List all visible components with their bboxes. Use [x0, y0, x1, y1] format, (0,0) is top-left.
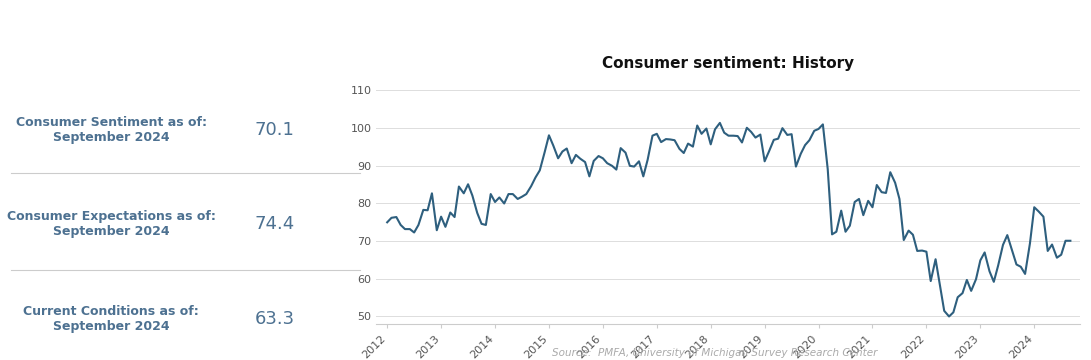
Title: Consumer sentiment: History: Consumer sentiment: History [602, 56, 854, 71]
Text: UNIVERSITY OF MICHIGAN CONSUMER SENTIMENT: UNIVERSITY OF MICHIGAN CONSUMER SENTIMEN… [231, 22, 860, 42]
Text: Consumer Sentiment as of:
September 2024: Consumer Sentiment as of: September 2024 [15, 116, 207, 144]
Text: Current Conditions as of:
September 2024: Current Conditions as of: September 2024 [23, 305, 200, 333]
Text: 74.4: 74.4 [254, 215, 295, 233]
Text: Source:  PMFA, University of Michigan Survey Research Center: Source: PMFA, University of Michigan Sur… [552, 348, 877, 358]
Text: 70.1: 70.1 [254, 121, 295, 139]
Text: 63.3: 63.3 [254, 310, 295, 328]
Text: Consumer Expectations as of:
September 2024: Consumer Expectations as of: September 2… [7, 210, 216, 238]
